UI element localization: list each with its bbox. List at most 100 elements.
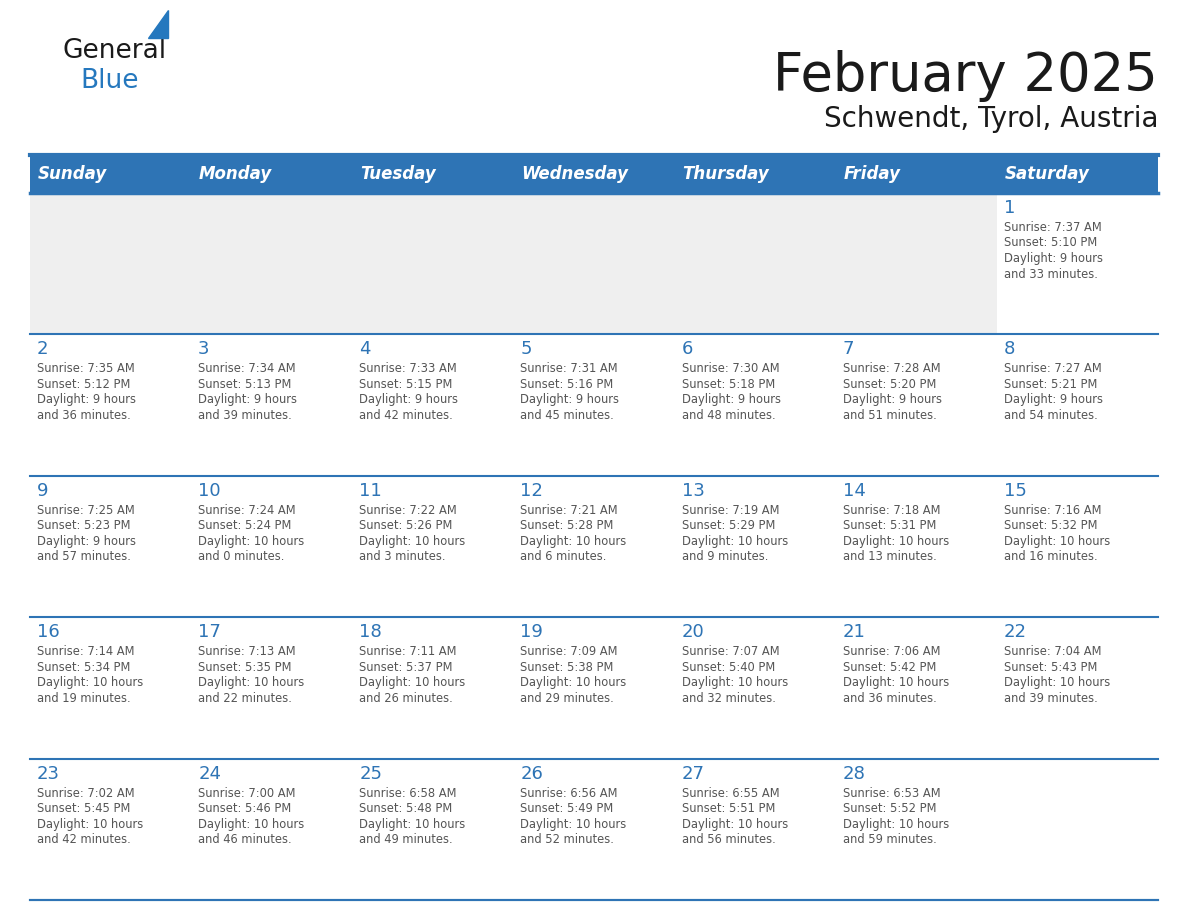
Bar xyxy=(30,155,1158,193)
Text: Wednesday: Wednesday xyxy=(522,165,628,183)
Bar xyxy=(513,476,675,617)
Text: Daylight: 10 hours: Daylight: 10 hours xyxy=(359,677,466,689)
Text: Sunset: 5:37 PM: Sunset: 5:37 PM xyxy=(359,661,453,674)
Text: 10: 10 xyxy=(198,482,221,499)
Text: Daylight: 10 hours: Daylight: 10 hours xyxy=(520,535,627,548)
Text: 24: 24 xyxy=(198,765,221,783)
Bar xyxy=(513,334,675,476)
Bar xyxy=(353,334,513,476)
Text: 19: 19 xyxy=(520,623,543,641)
Text: 4: 4 xyxy=(359,341,371,358)
Text: Daylight: 9 hours: Daylight: 9 hours xyxy=(37,535,135,548)
Text: Sunset: 5:45 PM: Sunset: 5:45 PM xyxy=(37,802,131,815)
Text: Daylight: 9 hours: Daylight: 9 hours xyxy=(37,394,135,407)
Text: and 13 minutes.: and 13 minutes. xyxy=(842,550,936,564)
Text: Sunrise: 7:35 AM: Sunrise: 7:35 AM xyxy=(37,363,134,375)
Text: Sunrise: 7:27 AM: Sunrise: 7:27 AM xyxy=(1004,363,1101,375)
Text: Sunrise: 7:33 AM: Sunrise: 7:33 AM xyxy=(359,363,457,375)
Text: and 57 minutes.: and 57 minutes. xyxy=(37,550,131,564)
Text: and 19 minutes.: and 19 minutes. xyxy=(37,691,131,705)
Text: 14: 14 xyxy=(842,482,866,499)
Text: and 46 minutes.: and 46 minutes. xyxy=(198,834,292,846)
Text: Sunrise: 7:34 AM: Sunrise: 7:34 AM xyxy=(198,363,296,375)
Text: Daylight: 10 hours: Daylight: 10 hours xyxy=(520,818,627,831)
Text: Sunset: 5:20 PM: Sunset: 5:20 PM xyxy=(842,378,936,391)
Text: Daylight: 10 hours: Daylight: 10 hours xyxy=(37,677,144,689)
Text: Sunset: 5:46 PM: Sunset: 5:46 PM xyxy=(198,802,291,815)
Text: Sunrise: 7:16 AM: Sunrise: 7:16 AM xyxy=(1004,504,1101,517)
Text: Sunset: 5:15 PM: Sunset: 5:15 PM xyxy=(359,378,453,391)
Text: and 48 minutes.: and 48 minutes. xyxy=(682,409,776,422)
Bar xyxy=(353,758,513,900)
Text: Sunset: 5:35 PM: Sunset: 5:35 PM xyxy=(198,661,291,674)
Text: Sunset: 5:18 PM: Sunset: 5:18 PM xyxy=(682,378,775,391)
Text: Daylight: 9 hours: Daylight: 9 hours xyxy=(520,394,619,407)
Text: Daylight: 10 hours: Daylight: 10 hours xyxy=(359,818,466,831)
Text: Sunrise: 7:09 AM: Sunrise: 7:09 AM xyxy=(520,645,618,658)
Bar xyxy=(835,617,997,758)
Text: Sunset: 5:28 PM: Sunset: 5:28 PM xyxy=(520,520,614,532)
Text: and 26 minutes.: and 26 minutes. xyxy=(359,691,453,705)
Text: Sunrise: 7:18 AM: Sunrise: 7:18 AM xyxy=(842,504,940,517)
Text: and 0 minutes.: and 0 minutes. xyxy=(198,550,284,564)
Text: Sunset: 5:24 PM: Sunset: 5:24 PM xyxy=(198,520,291,532)
Bar xyxy=(353,617,513,758)
Text: Sunrise: 6:56 AM: Sunrise: 6:56 AM xyxy=(520,787,618,800)
Text: Tuesday: Tuesday xyxy=(360,165,436,183)
Text: Daylight: 9 hours: Daylight: 9 hours xyxy=(842,394,942,407)
Text: 13: 13 xyxy=(682,482,704,499)
Text: Sunset: 5:49 PM: Sunset: 5:49 PM xyxy=(520,802,614,815)
Text: Daylight: 10 hours: Daylight: 10 hours xyxy=(682,818,788,831)
Text: Daylight: 10 hours: Daylight: 10 hours xyxy=(198,818,304,831)
Text: Sunrise: 7:28 AM: Sunrise: 7:28 AM xyxy=(842,363,941,375)
Text: 6: 6 xyxy=(682,341,693,358)
Text: Daylight: 9 hours: Daylight: 9 hours xyxy=(198,394,297,407)
Text: and 36 minutes.: and 36 minutes. xyxy=(842,691,936,705)
Text: and 32 minutes.: and 32 minutes. xyxy=(682,691,776,705)
Text: and 39 minutes.: and 39 minutes. xyxy=(1004,691,1098,705)
Text: Sunrise: 7:30 AM: Sunrise: 7:30 AM xyxy=(682,363,779,375)
Text: Sunset: 5:32 PM: Sunset: 5:32 PM xyxy=(1004,520,1098,532)
Text: and 39 minutes.: and 39 minutes. xyxy=(198,409,292,422)
Text: Sunrise: 7:22 AM: Sunrise: 7:22 AM xyxy=(359,504,457,517)
Bar xyxy=(191,758,353,900)
Text: 26: 26 xyxy=(520,765,543,783)
Bar xyxy=(191,617,353,758)
Text: 2: 2 xyxy=(37,341,49,358)
Text: Sunrise: 7:31 AM: Sunrise: 7:31 AM xyxy=(520,363,618,375)
Text: 17: 17 xyxy=(198,623,221,641)
Text: February 2025: February 2025 xyxy=(773,50,1158,102)
Text: Daylight: 10 hours: Daylight: 10 hours xyxy=(682,677,788,689)
Text: Saturday: Saturday xyxy=(1005,165,1089,183)
Text: Sunset: 5:48 PM: Sunset: 5:48 PM xyxy=(359,802,453,815)
Bar xyxy=(997,193,1158,334)
Text: Sunset: 5:21 PM: Sunset: 5:21 PM xyxy=(1004,378,1098,391)
Text: Sunset: 5:13 PM: Sunset: 5:13 PM xyxy=(198,378,291,391)
Text: 25: 25 xyxy=(359,765,383,783)
Text: Daylight: 10 hours: Daylight: 10 hours xyxy=(842,818,949,831)
Text: and 59 minutes.: and 59 minutes. xyxy=(842,834,936,846)
Bar xyxy=(997,334,1158,476)
Text: 3: 3 xyxy=(198,341,209,358)
Bar xyxy=(835,193,997,334)
Text: 18: 18 xyxy=(359,623,383,641)
Text: Sunday: Sunday xyxy=(38,165,107,183)
Text: Sunrise: 7:07 AM: Sunrise: 7:07 AM xyxy=(682,645,779,658)
Text: Sunrise: 7:00 AM: Sunrise: 7:00 AM xyxy=(198,787,296,800)
Text: Sunrise: 7:06 AM: Sunrise: 7:06 AM xyxy=(842,645,940,658)
Text: Sunrise: 7:02 AM: Sunrise: 7:02 AM xyxy=(37,787,134,800)
Text: Daylight: 9 hours: Daylight: 9 hours xyxy=(1004,252,1102,265)
Bar xyxy=(835,334,997,476)
Text: Sunset: 5:16 PM: Sunset: 5:16 PM xyxy=(520,378,614,391)
Text: Daylight: 10 hours: Daylight: 10 hours xyxy=(37,818,144,831)
Text: Daylight: 10 hours: Daylight: 10 hours xyxy=(682,535,788,548)
Text: and 22 minutes.: and 22 minutes. xyxy=(198,691,292,705)
Text: Sunrise: 7:19 AM: Sunrise: 7:19 AM xyxy=(682,504,779,517)
Text: Sunset: 5:42 PM: Sunset: 5:42 PM xyxy=(842,661,936,674)
Bar xyxy=(30,617,191,758)
Text: Sunset: 5:38 PM: Sunset: 5:38 PM xyxy=(520,661,614,674)
Bar xyxy=(675,193,835,334)
Bar xyxy=(675,758,835,900)
Text: 9: 9 xyxy=(37,482,49,499)
Text: 28: 28 xyxy=(842,765,866,783)
